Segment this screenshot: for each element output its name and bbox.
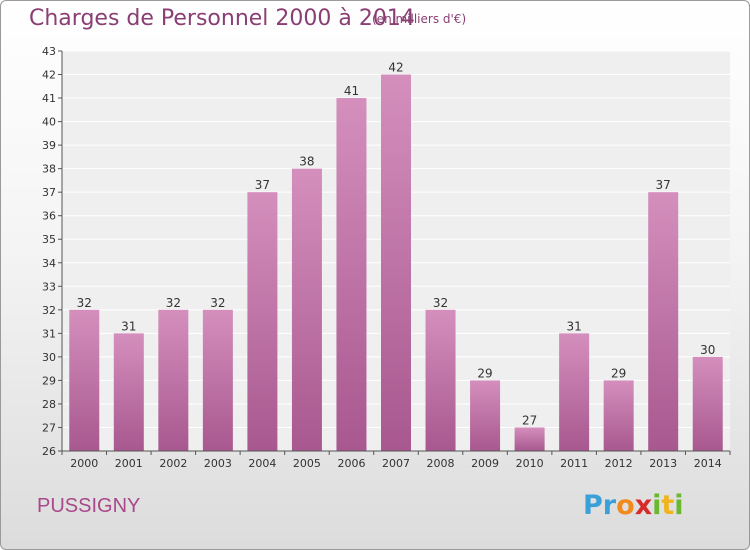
bar-2009 bbox=[470, 380, 501, 451]
data-label: 37 bbox=[656, 178, 671, 192]
x-tick-label: 2012 bbox=[605, 457, 633, 470]
bar-2010 bbox=[514, 427, 545, 451]
x-tick-label: 2006 bbox=[337, 457, 365, 470]
bar-2004 bbox=[247, 192, 278, 452]
chart-title: Charges de Personnel 2000 à 2014 bbox=[29, 6, 415, 31]
data-label: 27 bbox=[522, 413, 537, 427]
y-tick-label: 39 bbox=[42, 139, 56, 152]
y-tick-label: 33 bbox=[42, 280, 56, 293]
y-tick-label: 30 bbox=[42, 351, 56, 364]
data-label: 29 bbox=[477, 366, 492, 380]
x-tick-label: 2004 bbox=[248, 457, 276, 470]
x-tick-label: 2013 bbox=[649, 457, 677, 470]
y-tick-label: 40 bbox=[42, 116, 56, 129]
data-label: 32 bbox=[166, 296, 181, 310]
data-label: 31 bbox=[566, 319, 581, 333]
bar-2007 bbox=[381, 74, 411, 451]
x-axis-ticks: 2000 2001 2002 2003 2004 2005 2006 2007 2008 2009… bbox=[61, 451, 731, 470]
y-tick-label: 38 bbox=[42, 163, 56, 176]
bar-2008 bbox=[425, 309, 456, 451]
data-label: 31 bbox=[121, 319, 136, 333]
x-tick-label: 2005 bbox=[293, 457, 321, 470]
data-label: 41 bbox=[344, 84, 359, 98]
y-tick-label: 43 bbox=[42, 45, 56, 58]
bar-2012 bbox=[603, 380, 634, 451]
logo-letter: i bbox=[674, 490, 684, 521]
x-tick-label: 2014 bbox=[694, 457, 722, 470]
y-tick-label: 27 bbox=[42, 421, 56, 434]
y-tick-label: 31 bbox=[42, 327, 56, 340]
x-tick-label: 2001 bbox=[115, 457, 143, 470]
y-tick-label: 26 bbox=[42, 445, 56, 458]
y-tick-label: 37 bbox=[42, 186, 56, 199]
y-tick-label: 41 bbox=[42, 92, 56, 105]
y-tick-label: 32 bbox=[42, 304, 56, 317]
bar-2011 bbox=[559, 333, 590, 451]
data-label: 29 bbox=[611, 366, 626, 380]
y-tick-label: 28 bbox=[42, 398, 56, 411]
data-label: 38 bbox=[299, 155, 314, 169]
commune-name: PUSSIGNY bbox=[37, 495, 141, 517]
bar-2014 bbox=[692, 356, 723, 451]
data-label: 32 bbox=[210, 296, 225, 310]
proxiti-logo[interactable]: Proxiti bbox=[583, 490, 684, 521]
x-tick-label: 2009 bbox=[471, 457, 499, 470]
bar-2005 bbox=[291, 168, 322, 451]
data-label: 30 bbox=[700, 343, 715, 357]
bar-2000 bbox=[69, 309, 100, 451]
logo-letter: r bbox=[602, 490, 617, 521]
bar-2013 bbox=[648, 192, 679, 452]
y-tick-label: 29 bbox=[42, 374, 56, 387]
logo-letter: t bbox=[661, 490, 675, 521]
y-tick-label: 36 bbox=[42, 210, 56, 223]
logo-letter: o bbox=[616, 490, 635, 521]
data-label: 37 bbox=[255, 178, 270, 192]
x-tick-label: 2010 bbox=[516, 457, 544, 470]
x-tick-label: 2000 bbox=[70, 457, 98, 470]
data-label: 32 bbox=[77, 296, 92, 310]
bars bbox=[69, 74, 723, 452]
chart-subtitle: (en milliers d'€) bbox=[372, 12, 467, 26]
data-labels: 32 31 32 32 37 38 41 42 32 29 27 31 29 37 30 bbox=[77, 61, 716, 428]
logo-letter: P bbox=[583, 490, 603, 521]
bar-2003 bbox=[202, 309, 233, 451]
y-axis-ticks: 26 27 28 29 30 31 32 33 34 35 36 37 38 39 40 41 42 43 bbox=[42, 45, 730, 458]
logo-letter: x bbox=[634, 490, 653, 521]
y-tick-label: 34 bbox=[42, 257, 56, 270]
data-label: 32 bbox=[433, 296, 448, 310]
logo-letter: i bbox=[652, 490, 662, 521]
x-tick-label: 2007 bbox=[382, 457, 410, 470]
y-tick-label: 35 bbox=[42, 233, 56, 246]
data-label: 42 bbox=[388, 61, 403, 75]
bar-2001 bbox=[113, 333, 144, 451]
x-tick-label: 2008 bbox=[427, 457, 455, 470]
x-tick-label: 2003 bbox=[204, 457, 232, 470]
bar-2006 bbox=[336, 98, 367, 451]
bar-2002 bbox=[158, 309, 189, 451]
x-tick-label: 2002 bbox=[159, 457, 187, 470]
y-tick-label: 42 bbox=[42, 69, 56, 82]
x-tick-label: 2011 bbox=[560, 457, 588, 470]
